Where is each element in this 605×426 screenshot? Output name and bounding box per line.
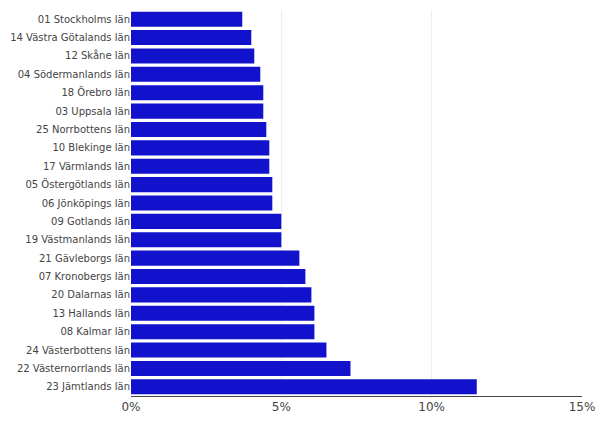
svg-text:09 Gotlands län: 09 Gotlands län: [51, 216, 130, 227]
svg-text:10%: 10%: [418, 400, 445, 414]
svg-text:19 Västmanlands län: 19 Västmanlands län: [25, 234, 130, 245]
svg-text:22 Västernorrlands län: 22 Västernorrlands län: [17, 363, 130, 374]
svg-text:20 Dalarnas län: 20 Dalarnas län: [51, 289, 130, 300]
svg-text:23 Jämtlands län: 23 Jämtlands län: [46, 381, 130, 392]
svg-text:12 Skåne län: 12 Skåne län: [65, 49, 130, 61]
svg-text:10 Blekinge län: 10 Blekinge län: [52, 142, 130, 153]
svg-text:08 Kalmar län: 08 Kalmar län: [60, 326, 130, 337]
svg-text:05 Östergötlands län: 05 Östergötlands län: [25, 178, 130, 190]
svg-text:5%: 5%: [272, 400, 291, 414]
svg-text:04 Södermanlands län: 04 Södermanlands län: [18, 69, 130, 80]
svg-text:0%: 0%: [121, 400, 140, 414]
svg-text:07 Kronobergs län: 07 Kronobergs län: [39, 271, 130, 282]
svg-text:15%: 15%: [569, 400, 596, 414]
svg-text:18 Örebro län: 18 Örebro län: [61, 86, 130, 98]
svg-text:25 Norrbottens län: 25 Norrbottens län: [36, 124, 130, 135]
svg-text:21 Gävleborgs län: 21 Gävleborgs län: [39, 253, 130, 264]
svg-text:14 Västra Götalands län: 14 Västra Götalands län: [10, 32, 130, 43]
svg-text:17 Värmlands län: 17 Värmlands län: [43, 161, 130, 172]
svg-text:06 Jönköpings län: 06 Jönköpings län: [42, 198, 130, 209]
svg-text:24 Västerbottens län: 24 Västerbottens län: [26, 345, 130, 356]
svg-text:13 Hallands län: 13 Hallands län: [52, 308, 130, 319]
svg-text:01 Stockholms län: 01 Stockholms län: [38, 14, 130, 25]
svg-text:03 Uppsala län: 03 Uppsala län: [55, 106, 130, 117]
